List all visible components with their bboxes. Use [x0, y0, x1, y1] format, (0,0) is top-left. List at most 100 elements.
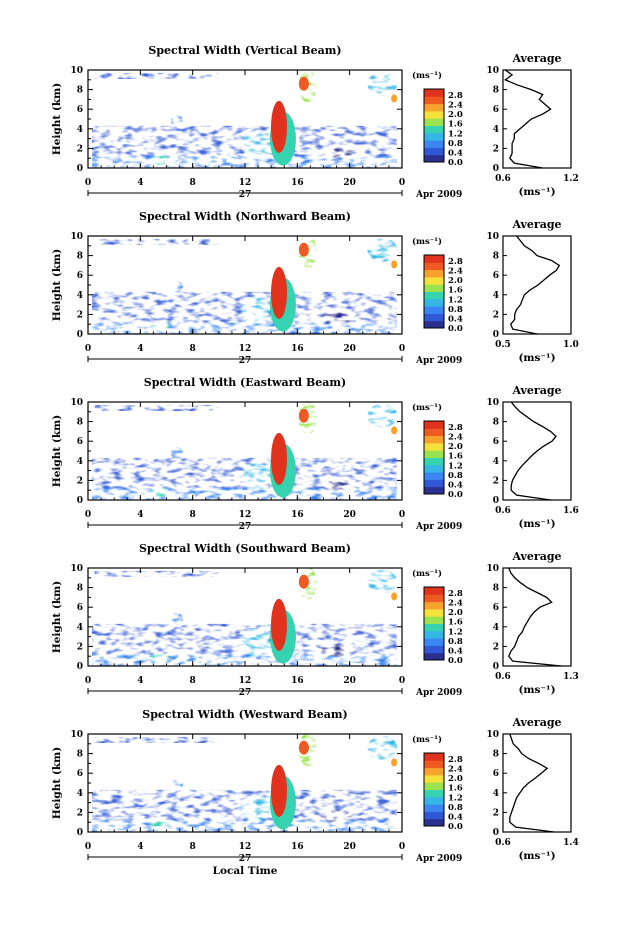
panel-2: Spectral Width (Eastward Beam) 0 2 4 6 8 10 Hei…	[51, 376, 579, 532]
average-profile: Average 0 2 4 6 8 10 0.6 1.4 (ms⁻¹)	[486, 716, 578, 862]
y-tick-label: 2	[77, 144, 83, 154]
colorbar-tick-label: 2.4	[448, 267, 463, 277]
x-tick-label: 8	[190, 510, 196, 520]
colorbar-swatch	[424, 103, 444, 112]
colorbar-swatch	[424, 645, 444, 654]
average-line	[509, 733, 555, 833]
core-inner	[271, 266, 288, 319]
colorbar-tick-label: 0.8	[448, 471, 463, 481]
x-tick-label: 12	[239, 510, 252, 520]
echo-patch	[170, 778, 183, 791]
colorbar-swatch	[424, 96, 444, 105]
avg-x-tick-label: 1.3	[563, 672, 579, 682]
convective-core	[269, 740, 398, 830]
edge-patch	[391, 592, 398, 601]
x-tick-label: 16	[291, 676, 304, 686]
day-label: 27	[239, 522, 252, 532]
colorbar-tick-label: 0.0	[448, 656, 463, 666]
day-label: 27	[239, 356, 252, 366]
x-tick-label: 12	[239, 178, 252, 188]
avg-y-tick-label: 10	[486, 564, 499, 574]
y-tick-label: 4	[77, 789, 83, 799]
echo-patch	[367, 403, 398, 428]
colorbar-unit: (ms⁻¹)	[412, 402, 442, 413]
colorbar-tick-label: 0.0	[448, 822, 463, 832]
core-upper	[298, 574, 309, 589]
echo-sparse	[94, 736, 219, 743]
x-tick-label: 8	[190, 344, 196, 354]
chart-title: Spectral Width (Northward Beam)	[139, 210, 351, 223]
edge-patch	[391, 426, 398, 435]
colorbar-swatch	[424, 608, 444, 617]
avg-x-unit: (ms⁻¹)	[518, 850, 555, 862]
chart-title: Spectral Width (Eastward Beam)	[144, 376, 346, 389]
colorbar: 2.82.42.01.61.20.80.40.0	[423, 752, 463, 832]
convective-core	[269, 408, 398, 498]
x-tick-label: 4	[137, 178, 143, 188]
colorbar-tick-label: 2.4	[448, 101, 463, 111]
colorbar-swatch	[424, 313, 444, 322]
colorbar-frame	[423, 254, 445, 329]
echo-layer-surface	[91, 488, 397, 500]
y-tick-label: 0	[77, 828, 83, 838]
colorbar-swatch	[424, 125, 444, 134]
echo-patch	[170, 280, 183, 293]
average-frame	[502, 567, 572, 667]
echo-patch	[320, 478, 353, 491]
avg-y-tick-label: 6	[493, 271, 499, 281]
x-tick-label: 20	[343, 510, 356, 520]
x-tick-label: 12	[239, 676, 252, 686]
x-tick-label: 4	[137, 344, 143, 354]
echo-field	[91, 400, 398, 500]
y-tick-label: 2	[77, 642, 83, 652]
avg-y-tick-label: 2	[493, 310, 499, 320]
echo-sparse	[94, 570, 219, 577]
avg-x-unit: (ms⁻¹)	[518, 684, 555, 696]
chart-title: Spectral Width (Westward Beam)	[142, 708, 347, 721]
colorbar-tick-label: 0.8	[448, 637, 463, 647]
average-line	[503, 69, 552, 169]
core-inner	[271, 764, 288, 817]
colorbar-swatch	[424, 479, 444, 488]
y-tick-label: 4	[77, 125, 83, 135]
colorbar-tick-label: 0.4	[448, 480, 463, 490]
colorbar-swatch	[424, 753, 444, 761]
x-tick-label: 4	[137, 676, 143, 686]
colorbar-swatch	[424, 804, 444, 812]
avg-y-tick-label: 4	[493, 291, 499, 301]
echo-layer-surface	[91, 654, 397, 666]
colorbar-swatch	[424, 110, 444, 119]
y-tick-label: 10	[70, 66, 83, 76]
y-tick-label: 8	[77, 252, 83, 262]
colorbar-unit: (ms⁻¹)	[412, 236, 442, 247]
y-tick-label: 2	[77, 808, 83, 818]
core-upper	[298, 740, 309, 755]
avg-x-tick-label: 0.5	[495, 340, 511, 350]
avg-x-unit: (ms⁻¹)	[518, 518, 555, 530]
colorbar-swatch	[424, 450, 444, 458]
colorbar-tick-label: 0.4	[448, 314, 463, 324]
colorbar-tick-label: 1.2	[448, 461, 463, 471]
x-tick-label: 0	[399, 842, 405, 852]
chart-title: Spectral Width (Vertical Beam)	[148, 44, 341, 57]
core-upper	[298, 76, 309, 91]
average-frame	[502, 69, 572, 169]
x-tick-label: 0	[85, 510, 91, 520]
x-tick-label: 20	[343, 842, 356, 852]
colorbar-swatch	[424, 601, 444, 610]
colorbar-tick-label: 2.0	[448, 774, 463, 784]
colorbar-tick-label: 2.8	[448, 589, 463, 599]
x-tick-label: 16	[291, 178, 304, 188]
avg-y-tick-label: 2	[493, 808, 499, 818]
y-axis-label: Height (km)	[51, 249, 63, 321]
colorbar-tick-label: 1.6	[448, 618, 463, 628]
colorbar-swatch	[424, 306, 444, 314]
x-tick-label: 0	[399, 676, 405, 686]
avg-y-tick-label: 6	[493, 769, 499, 779]
echo-patch	[367, 71, 398, 96]
y-tick-label: 4	[77, 291, 83, 301]
x-tick-label: 0	[85, 178, 91, 188]
colorbar-swatch	[424, 255, 444, 263]
y-tick-label: 8	[77, 418, 83, 428]
day-label: 27	[239, 688, 252, 698]
